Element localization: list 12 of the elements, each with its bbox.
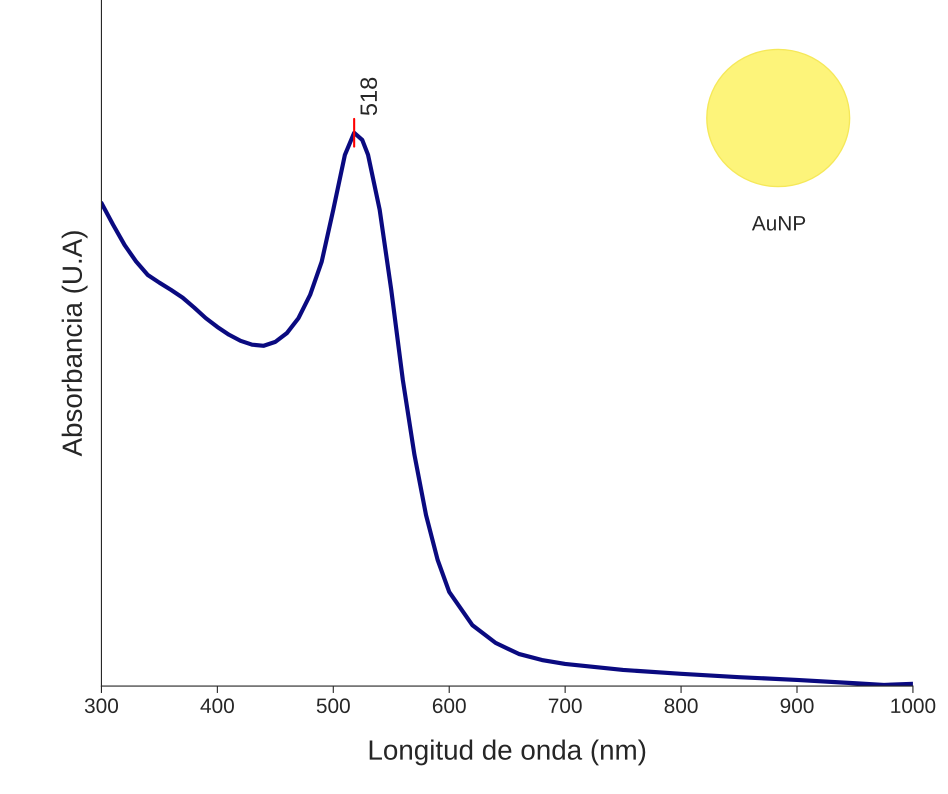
x-tick-label: 700 <box>548 698 582 714</box>
x-tick-label: 1000 <box>891 698 936 714</box>
x-tick-label: 500 <box>316 698 350 714</box>
x-axis-title: Longitud de onda (nm) <box>370 739 646 766</box>
x-tick-label: 600 <box>432 698 466 714</box>
y-axis-title: Absorbancia (U.A) <box>62 231 88 456</box>
x-tick-label: 300 <box>84 698 118 714</box>
annotation: 518 <box>360 78 378 116</box>
annotation: AuNP <box>752 216 806 231</box>
x-tick-label: 400 <box>200 698 234 714</box>
x-tick-label: 900 <box>780 698 814 714</box>
x-tick-label: 800 <box>664 698 698 714</box>
